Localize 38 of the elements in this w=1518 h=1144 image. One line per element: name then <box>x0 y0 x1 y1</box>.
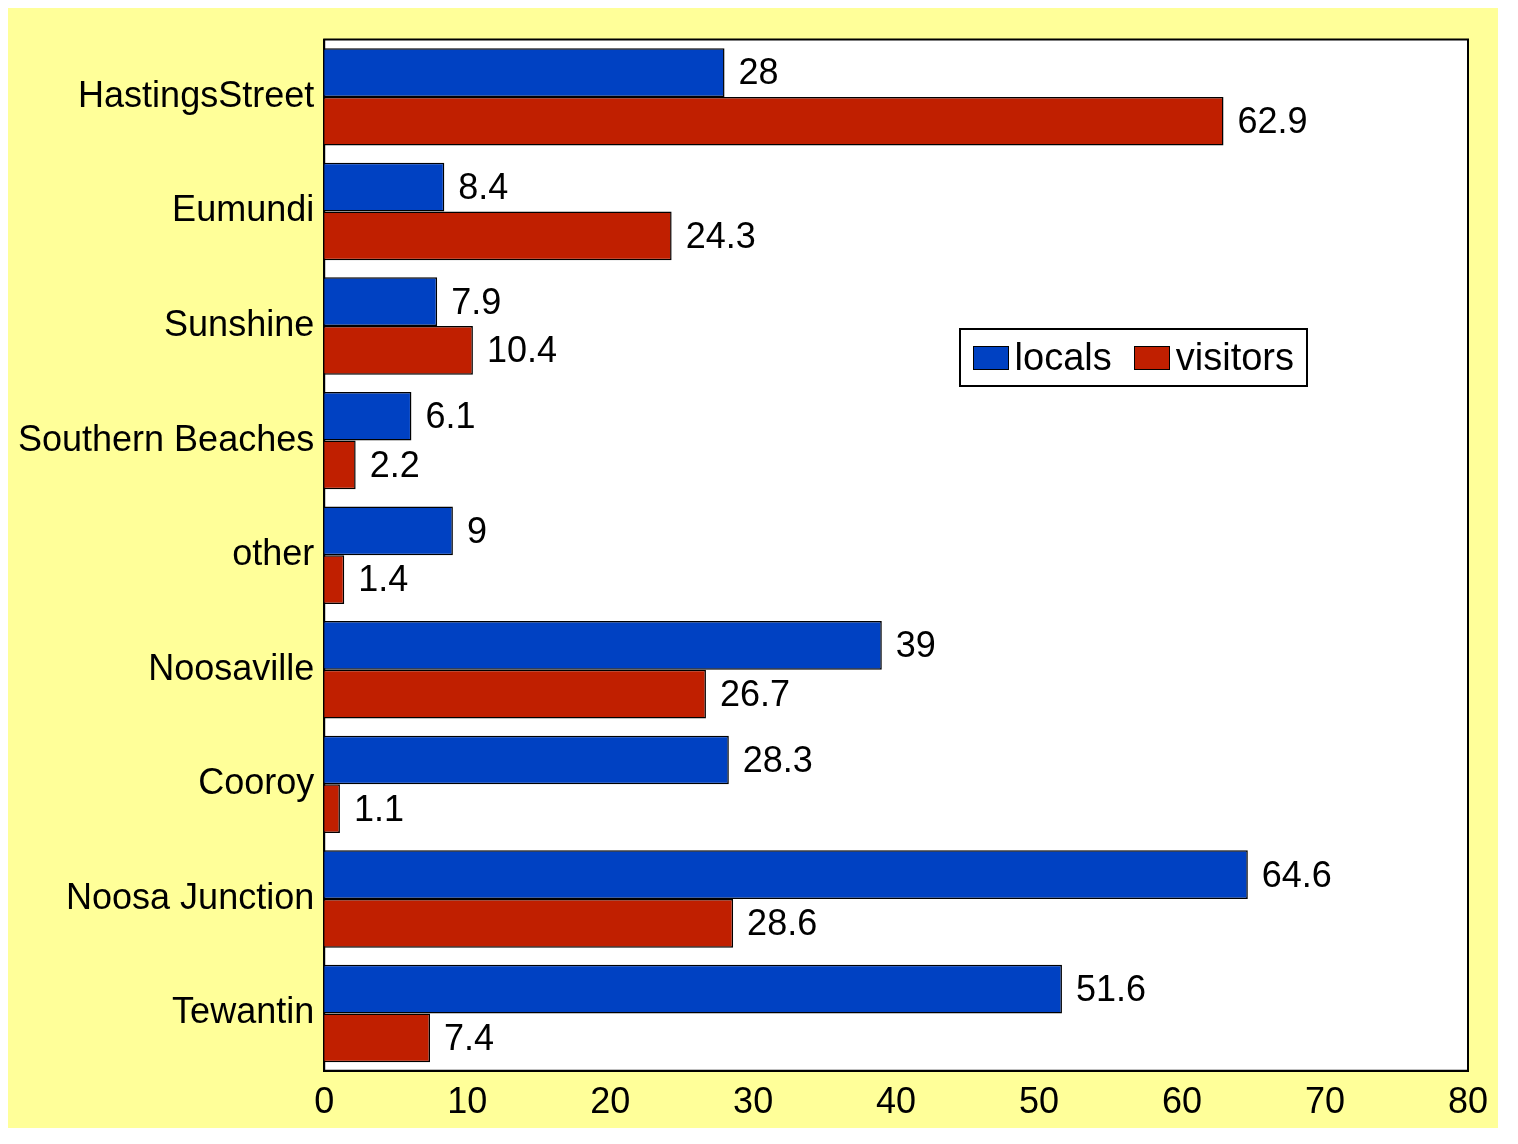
data-label: 28.6 <box>747 902 818 944</box>
data-label: 1.4 <box>358 558 409 600</box>
x-tick-label: 70 <box>1305 1080 1346 1122</box>
data-label: 8.4 <box>458 166 509 208</box>
y-tick-label: Tewantin <box>172 990 315 1032</box>
data-label: 7.9 <box>451 280 502 322</box>
y-tick-label: Noosaville <box>148 646 315 688</box>
data-label: 28 <box>738 51 779 93</box>
data-label: 62.9 <box>1237 100 1308 142</box>
data-label: 24.3 <box>685 214 756 256</box>
y-tick-label: HastingsStreet <box>78 73 315 115</box>
legend-label: locals <box>1014 336 1112 379</box>
data-label: 26.7 <box>719 673 791 715</box>
y-tick-label: Noosa Junction <box>66 875 315 917</box>
data-label: 2.2 <box>369 443 420 485</box>
x-tick-label: 50 <box>1019 1080 1060 1122</box>
data-label: 7.4 <box>444 1016 495 1058</box>
y-tick-label: Eumundi <box>172 188 315 230</box>
x-tick-label: 0 <box>314 1080 335 1122</box>
data-label: 6.1 <box>425 395 476 437</box>
data-label: 39 <box>895 624 936 666</box>
data-label: 9 <box>466 509 487 551</box>
data-label: 1.1 <box>353 787 404 829</box>
y-tick-label: other <box>232 532 315 574</box>
legend-label: visitors <box>1175 336 1294 379</box>
y-tick-label: Southern Beaches <box>17 417 315 459</box>
y-tick-label: Sunshine <box>164 302 315 344</box>
y-tick-label: Cooroy <box>198 761 315 803</box>
x-tick-label: 80 <box>1447 1080 1489 1122</box>
x-tick-label: 20 <box>590 1080 631 1122</box>
x-tick-label: 40 <box>876 1080 917 1122</box>
data-label: 10.4 <box>486 329 557 371</box>
data-label: 64.6 <box>1261 853 1332 895</box>
data-label: 28.3 <box>742 738 813 780</box>
x-tick-label: 10 <box>447 1080 488 1122</box>
x-tick-label: 30 <box>733 1080 774 1122</box>
data-label: 51.6 <box>1075 968 1147 1010</box>
x-tick-label: 60 <box>1162 1080 1203 1122</box>
